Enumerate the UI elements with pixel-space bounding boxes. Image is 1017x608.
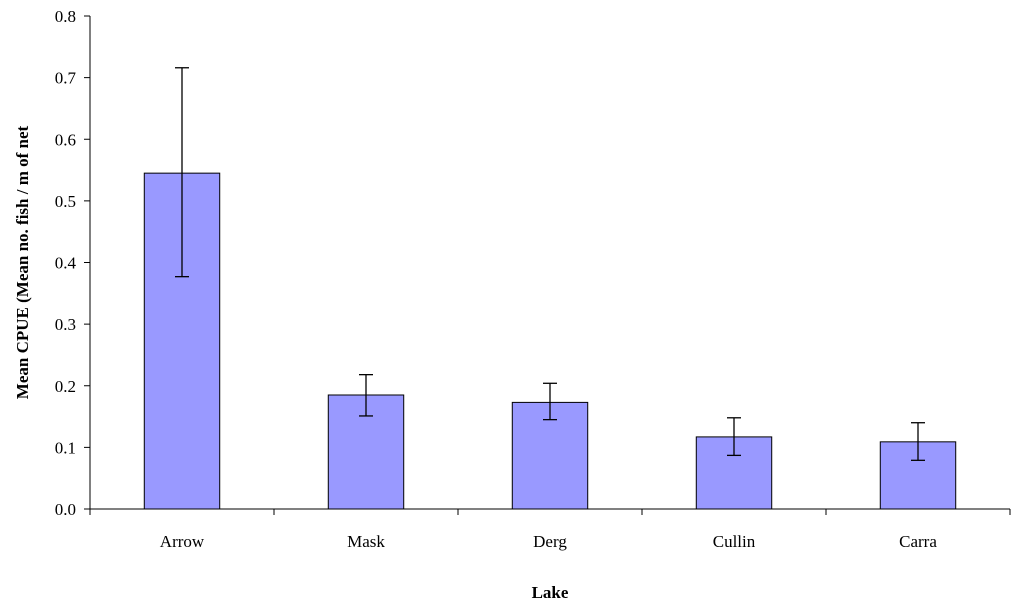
x-tick-label: Arrow bbox=[160, 532, 205, 551]
y-tick-label: 0.0 bbox=[55, 500, 76, 519]
x-axis-title: Lake bbox=[532, 583, 569, 602]
y-tick-label: 0.8 bbox=[55, 7, 76, 26]
x-tick-label: Cullin bbox=[713, 532, 756, 551]
x-tick-label: Carra bbox=[899, 532, 937, 551]
y-tick-label: 0.4 bbox=[55, 254, 77, 273]
bars bbox=[144, 173, 955, 509]
y-tick-label: 0.1 bbox=[55, 438, 76, 457]
y-tick-label: 0.2 bbox=[55, 377, 76, 396]
error-bars bbox=[175, 68, 925, 461]
y-tick-label: 0.7 bbox=[55, 69, 77, 88]
x-axis: Arrow Mask Derg Cullin Carra bbox=[90, 509, 1010, 551]
y-tick-label: 0.5 bbox=[55, 192, 76, 211]
y-axis-title: Mean CPUE (Mean no. fish / m of net bbox=[13, 125, 32, 399]
x-tick-label: Mask bbox=[347, 532, 385, 551]
x-tick-label: Derg bbox=[533, 532, 567, 551]
y-axis: 0.0 0.1 0.2 0.3 0.4 0.5 0.6 0.7 0.8 bbox=[55, 7, 90, 519]
y-tick-label: 0.3 bbox=[55, 315, 76, 334]
y-tick-label: 0.6 bbox=[55, 130, 76, 149]
